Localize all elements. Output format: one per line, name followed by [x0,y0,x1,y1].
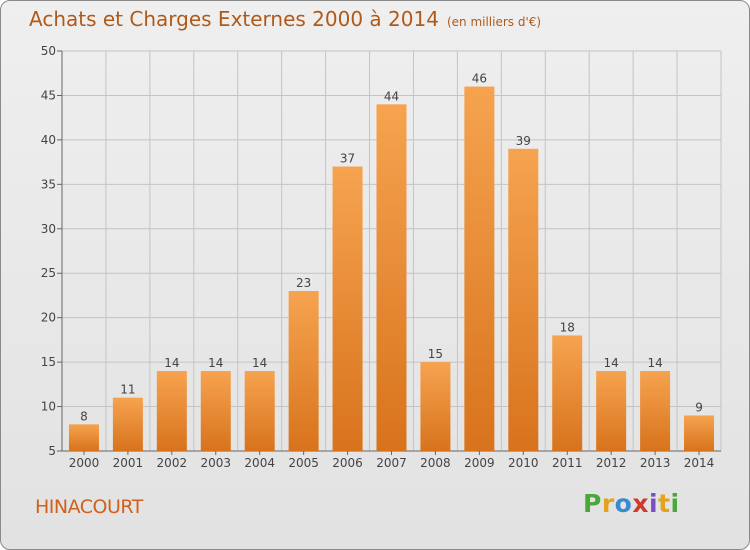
x-tick-label-2006: 2006 [332,456,363,470]
x-tick-label-2000: 2000 [69,456,100,470]
chart-title: Achats et Charges Externes 2000 à 2014 (e… [29,7,541,31]
bar-2006 [332,166,363,452]
bar-2001 [112,397,143,451]
x-tick-label-2004: 2004 [244,456,275,470]
value-label-2012: 14 [604,356,619,370]
bar-2000 [68,424,99,451]
bar-2002 [156,371,187,451]
bar-2009 [464,86,495,452]
bar-2008 [420,362,451,451]
bar-2005 [288,291,319,451]
x-tick-label-2011: 2011 [552,456,583,470]
x-tick-label-2001: 2001 [113,456,144,470]
label-layer: 8 2000 11 2001 14 2002 14 2003 14 2004 23 2005 37 200… [69,72,715,470]
y-tick-label: 50 [41,44,56,58]
bar-2011 [552,335,583,451]
bar-2013 [640,371,671,451]
y-tick-label: 15 [41,355,56,369]
x-tick-label-2007: 2007 [376,456,407,470]
x-tick-label-2005: 2005 [288,456,319,470]
y-tick-label: 5 [48,444,56,458]
x-tick-label-2009: 2009 [464,456,495,470]
y-tick-label: 45 [41,88,56,102]
bar-layer [68,86,715,452]
value-label-2011: 18 [560,320,575,334]
value-label-2013: 14 [647,356,662,370]
y-tick-label: 30 [41,222,56,236]
y-tick-label: 40 [41,133,56,147]
value-label-2001: 11 [120,383,135,397]
y-tick-label: 35 [41,177,56,191]
value-label-2010: 39 [516,134,531,148]
value-label-2004: 14 [252,356,267,370]
y-tick-label: 10 [41,400,56,414]
x-tick-label-2014: 2014 [684,456,715,470]
bar-2007 [376,104,407,451]
x-tick-label-2010: 2010 [508,456,539,470]
bar-2014 [684,415,715,451]
y-tick-label: 20 [41,311,56,325]
x-tick-label-2008: 2008 [420,456,451,470]
value-label-2005: 23 [296,276,311,290]
value-label-2007: 44 [384,89,399,103]
value-label-2002: 14 [164,356,179,370]
x-tick-label-2003: 2003 [200,456,231,470]
proxiti-logo: Proxiti [583,489,680,518]
value-label-2003: 14 [208,356,223,370]
bar-2012 [596,371,627,451]
value-label-2000: 8 [80,409,88,423]
chart-subtitle: (en milliers d'€) [446,15,542,29]
commune-name: HINACOURT [35,496,143,518]
x-tick-label-2002: 2002 [157,456,188,470]
y-tick-label: 25 [41,266,56,280]
value-label-2009: 46 [472,72,487,86]
x-tick-label-2012: 2012 [596,456,627,470]
value-label-2014: 9 [695,400,703,414]
bar-2003 [200,371,231,451]
x-tick-label-2013: 2013 [640,456,671,470]
value-label-2006: 37 [340,152,355,166]
bar-2010 [508,148,539,451]
value-label-2008: 15 [428,347,443,361]
chart-title-text: Achats et Charges Externes 2000 à 2014 [29,7,439,31]
bar-2004 [244,371,275,451]
